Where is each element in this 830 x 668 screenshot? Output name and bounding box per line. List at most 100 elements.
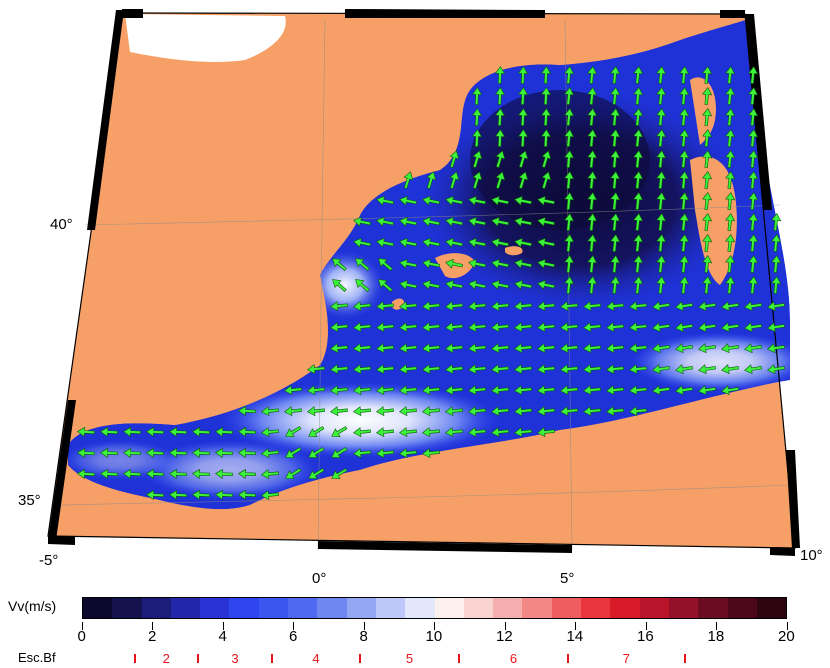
wind-vectors <box>76 65 785 501</box>
wind-arrow <box>214 447 233 458</box>
wind-arrow <box>329 322 348 333</box>
wind-arrow <box>748 233 759 252</box>
wind-arrow <box>725 128 736 147</box>
wind-arrow <box>329 301 348 312</box>
beaufort-boundary <box>683 654 686 663</box>
colorbar-tick-label: 18 <box>707 628 725 645</box>
wind-arrow <box>285 468 302 479</box>
beaufort-boundary <box>271 654 274 663</box>
beaufort-boundary <box>458 654 461 663</box>
lon-label-5: 5° <box>560 570 575 587</box>
wind-arrow <box>652 301 670 312</box>
wind-arrow <box>702 233 713 252</box>
wind-arrow <box>656 86 667 105</box>
colorbar-segment <box>141 598 171 618</box>
wind-arrow <box>353 237 371 248</box>
wind-arrow <box>444 385 463 396</box>
wind-arrow <box>537 237 555 248</box>
wind-arrow <box>541 128 552 147</box>
wind-arrow <box>332 279 347 292</box>
colorbar-segment <box>463 598 494 618</box>
wind-arrow <box>375 427 394 438</box>
wind-arrow <box>679 107 690 126</box>
wind-arrow <box>422 258 440 269</box>
wind-arrow <box>260 469 279 480</box>
colorbar-tick-label: 6 <box>289 628 298 645</box>
wind-arrow <box>468 279 486 290</box>
wind-arrow <box>283 385 302 396</box>
colorbar-segment <box>288 598 318 618</box>
wind-arrow <box>76 468 95 479</box>
wind-arrow <box>582 343 601 354</box>
wind-arrow <box>702 65 713 84</box>
wind-arrow <box>725 254 736 273</box>
wind-arrow <box>675 385 693 396</box>
wind-arrow <box>398 427 417 438</box>
colorbar-tick-label: 8 <box>359 628 368 645</box>
wind-arrow <box>587 128 598 147</box>
wind-arrow <box>444 406 463 417</box>
wind-arrow <box>421 364 440 375</box>
wind-arrow <box>725 275 736 294</box>
colorbar-segment <box>727 598 757 618</box>
wind-speed-map <box>47 9 800 556</box>
wind-arrow <box>467 385 486 396</box>
wind-arrow <box>518 128 529 147</box>
colorbar-segment <box>229 598 259 618</box>
colorbar-segment <box>405 598 435 618</box>
colorbar-tick <box>293 622 294 630</box>
lat-label-40: 40° <box>50 216 73 233</box>
wind-arrow <box>421 427 440 438</box>
wind-arrow <box>605 343 624 354</box>
wind-arrow <box>398 385 417 396</box>
wind-arrow <box>633 65 644 84</box>
wind-arrow <box>444 427 463 438</box>
wind-arrow <box>698 343 716 354</box>
wind-arrow <box>285 447 302 458</box>
wind-arrow <box>495 107 506 126</box>
wind-arrow <box>308 468 325 479</box>
wind-arrow <box>656 233 667 252</box>
beaufort-label: 3 <box>231 651 239 666</box>
colorbar-segment <box>551 598 582 618</box>
wind-arrow <box>771 275 782 294</box>
wind-arrow <box>514 279 532 290</box>
wind-arrow <box>403 171 414 189</box>
colorbar-segment <box>258 598 289 618</box>
wind-arrow <box>375 385 394 396</box>
wind-arrow <box>656 254 667 273</box>
wind-arrow <box>353 216 371 227</box>
wind-arrow <box>771 254 782 273</box>
wind-arrow <box>748 170 759 189</box>
wind-arrow <box>398 343 417 354</box>
wind-arrow <box>559 406 578 417</box>
colorbar-tick <box>152 622 153 630</box>
wind-arrow <box>398 364 417 375</box>
wind-arrow <box>399 258 417 269</box>
beaufort-boundary <box>197 654 200 663</box>
wind-arrow <box>652 322 670 333</box>
wind-arrow <box>214 426 233 437</box>
wind-arrow <box>352 364 371 375</box>
wind-arrow <box>99 468 118 479</box>
wind-arrow <box>491 216 509 227</box>
wind-arrow <box>352 385 371 396</box>
wind-arrow <box>610 275 621 294</box>
wind-arrow <box>564 149 575 168</box>
wind-arrow <box>605 322 624 333</box>
wind-arrow <box>421 448 440 459</box>
wind-arrow <box>168 426 187 437</box>
wind-arrow <box>633 86 644 105</box>
wind-arrow <box>468 195 486 206</box>
wind-arrow <box>559 385 578 396</box>
wind-arrow <box>378 279 393 292</box>
wind-arrow <box>628 385 647 396</box>
wind-arrow <box>559 301 578 312</box>
island-sardinia <box>690 156 737 285</box>
wind-arrow <box>285 426 302 437</box>
wind-arrow <box>628 364 647 375</box>
colorbar-segment <box>668 598 699 618</box>
wind-arrow <box>399 279 417 290</box>
wind-arrow <box>145 426 164 437</box>
wind-arrow <box>679 275 690 294</box>
